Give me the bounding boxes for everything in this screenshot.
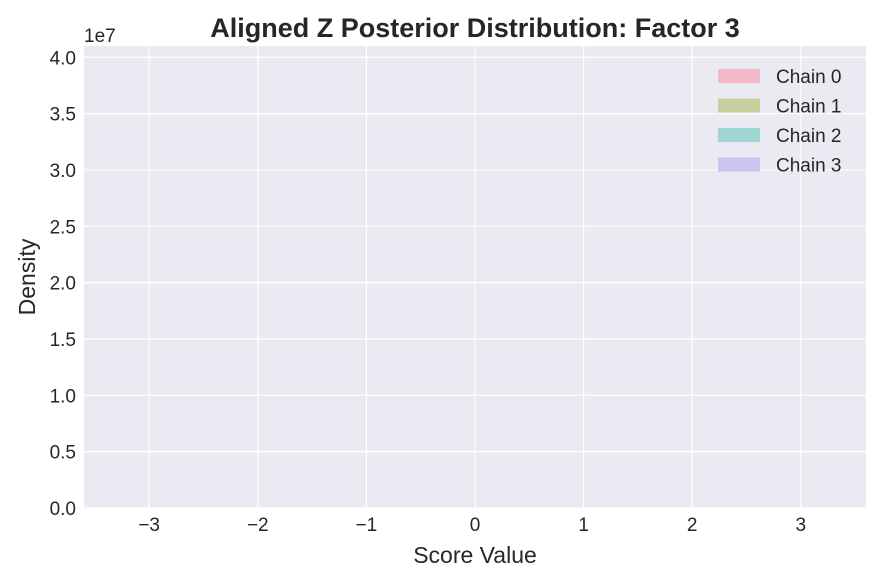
y-tick-label: 2.0 [50,274,76,295]
y-tick-label: 3.0 [50,161,76,182]
x-axis-label: Score Value [413,542,537,568]
x-tick-label: −3 [138,515,160,536]
y-tick-label: 2.5 [50,217,76,238]
x-tick-label: −1 [356,515,378,536]
legend-label: Chain 3 [776,156,842,177]
x-tick-label: 1 [578,515,589,536]
x-tick-label: 2 [687,515,698,536]
legend-swatch [718,128,760,142]
y-tick-labels: 0.0 0.5 1.0 1.5 2.0 2.5 3.0 3.5 4.0 [50,48,76,520]
legend-swatch [718,98,760,113]
x-tick-label: −2 [247,515,269,536]
legend-label: Chain 1 [776,97,842,118]
x-tick-label: 3 [796,515,807,536]
x-gridlines [148,46,802,508]
y-gridlines [84,56,866,509]
x-tick-labels: −3 −2 −1 0 1 2 3 [138,515,806,536]
chart-title: Aligned Z Posterior Distribution: Factor… [210,13,740,43]
y-offset-text: 1e7 [84,26,116,47]
y-tick-label: 4.0 [50,48,76,69]
x-tick-label: 0 [470,515,481,536]
y-axis-label: Density [14,238,40,315]
y-tick-label: 3.5 [50,105,76,126]
y-tick-label: 0.0 [50,499,76,520]
legend: Chain 0 Chain 1 Chain 2 Chain 3 [718,67,842,177]
legend-label: Chain 2 [776,126,842,147]
legend-label: Chain 0 [776,67,842,88]
legend-swatch [718,69,760,83]
legend-swatch [718,157,760,172]
y-tick-label: 0.5 [50,443,76,464]
y-tick-label: 1.0 [50,386,76,407]
y-tick-label: 1.5 [50,330,76,351]
